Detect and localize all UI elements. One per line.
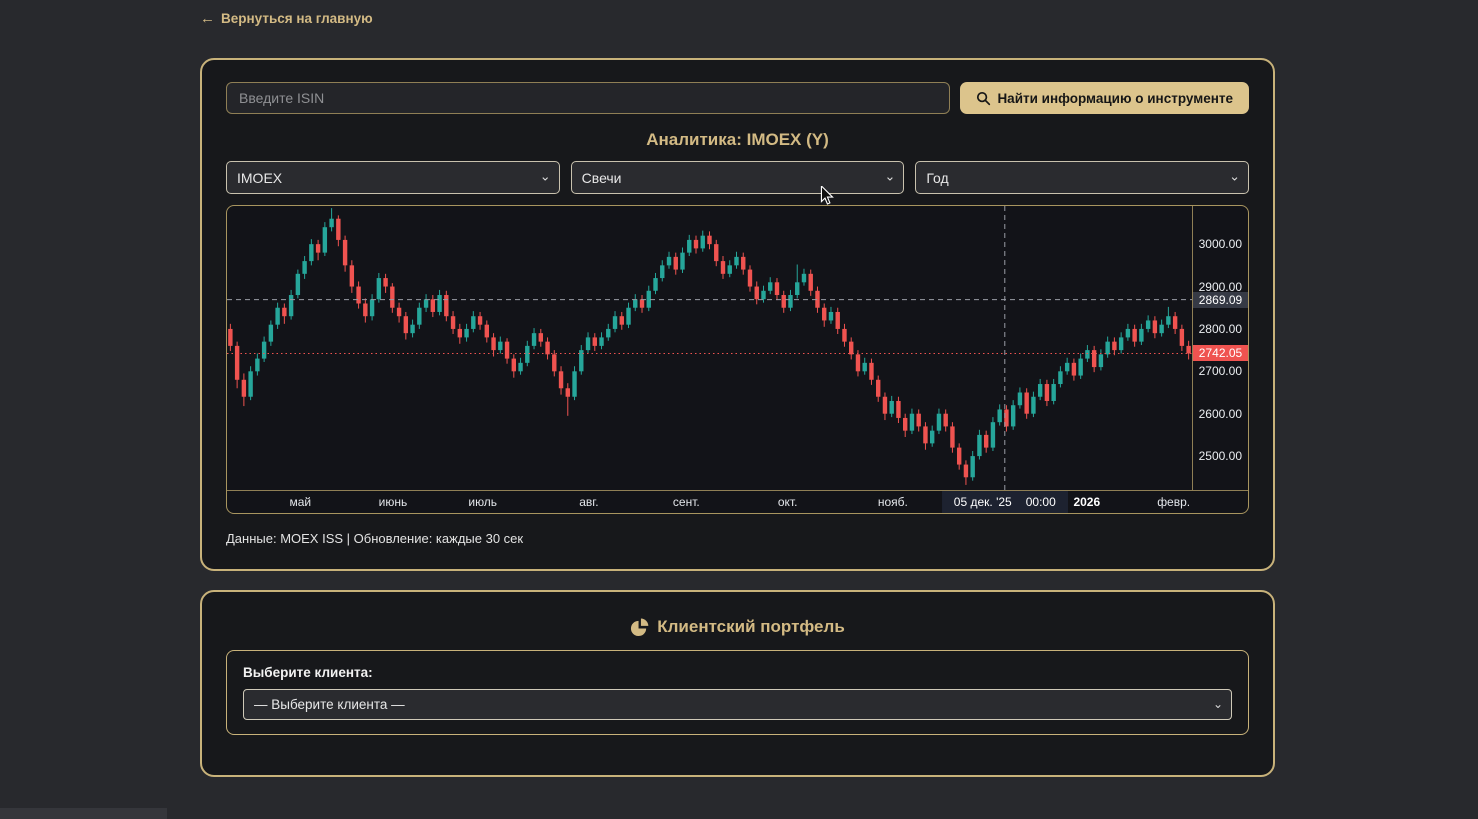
search-row: Найти информацию о инструменте [226, 82, 1249, 114]
chart-time-axis[interactable]: май июнь июль авг. сент. окт. нояб. 2026 февр. 05… [227, 491, 1248, 513]
chart-pane[interactable] [227, 206, 1193, 491]
time-tick-label: май [289, 495, 312, 509]
isin-input[interactable] [226, 82, 951, 114]
period-select[interactable]: Год [915, 161, 1250, 194]
back-to-main-link[interactable]: ← Вернуться на главную [200, 10, 373, 27]
price-tick-label: 2900.00 [1198, 279, 1242, 294]
crosshair-time-label: 05 дек. '25 00:00 [941, 491, 1068, 513]
status-bar-artifact [0, 808, 167, 819]
back-link-label: Вернуться на главную [221, 11, 373, 26]
time-tick-label: февр. [1157, 495, 1191, 509]
search-icon [977, 91, 991, 105]
chart-type-select[interactable]: Свечи [570, 161, 905, 194]
find-instrument-button[interactable]: Найти информацию о инструменте [960, 82, 1249, 114]
portfolio-panel: Клиентский портфель Выберите клиента: — … [200, 590, 1275, 777]
data-source-note: Данные: MOEX ISS | Обновление: каждые 30… [226, 531, 524, 546]
find-instrument-label: Найти информацию о инструменте [997, 90, 1233, 106]
candlestick-svg [227, 206, 1192, 490]
crosshair-price-label: 2869.09 [1193, 291, 1248, 308]
price-tick-label: 2600.00 [1198, 406, 1242, 421]
client-select[interactable]: — Выберите клиента — [243, 689, 1232, 720]
last-price-label: 2742.05 [1193, 345, 1248, 362]
portfolio-title: Клиентский портфель [226, 614, 1249, 640]
price-tick-label: 2700.00 [1198, 364, 1242, 379]
price-tick-label: 3000.00 [1198, 237, 1242, 252]
left-arrow-icon: ← [200, 10, 215, 27]
time-tick-label: сент. [672, 495, 700, 509]
chart-price-axis[interactable]: 3000.00 2900.00 2800.00 2700.00 2600.00 2500.… [1193, 206, 1248, 491]
client-select-box: Выберите клиента: — Выберите клиента — ⌄ [226, 650, 1249, 735]
time-tick-label: окт. [777, 495, 798, 509]
time-tick-label: 2026 [1073, 495, 1101, 509]
time-tick-label: июнь [378, 495, 408, 509]
analytics-panel: Найти информацию о инструменте Аналитика… [200, 58, 1275, 571]
time-tick-label: нояб. [877, 495, 908, 509]
price-tick-label: 2800.00 [1198, 321, 1242, 336]
instrument-select[interactable]: IMOEX [226, 161, 560, 194]
price-tick-label: 2500.00 [1198, 449, 1242, 464]
time-tick-label: авг. [579, 495, 599, 509]
analytics-title: Аналитика: IMOEX (Y) [646, 130, 829, 149]
time-tick-label: июль [468, 495, 498, 509]
client-select-label: Выберите клиента: [243, 665, 373, 680]
pie-chart-icon [631, 617, 649, 636]
chart-controls: IMOEX ⌄ Свечи ⌄ Год ⌄ [226, 161, 1250, 194]
chart-widget: 3000.00 2900.00 2800.00 2700.00 2600.00 2500.… [226, 205, 1249, 514]
portfolio-title-label: Клиентский портфель [657, 617, 845, 636]
